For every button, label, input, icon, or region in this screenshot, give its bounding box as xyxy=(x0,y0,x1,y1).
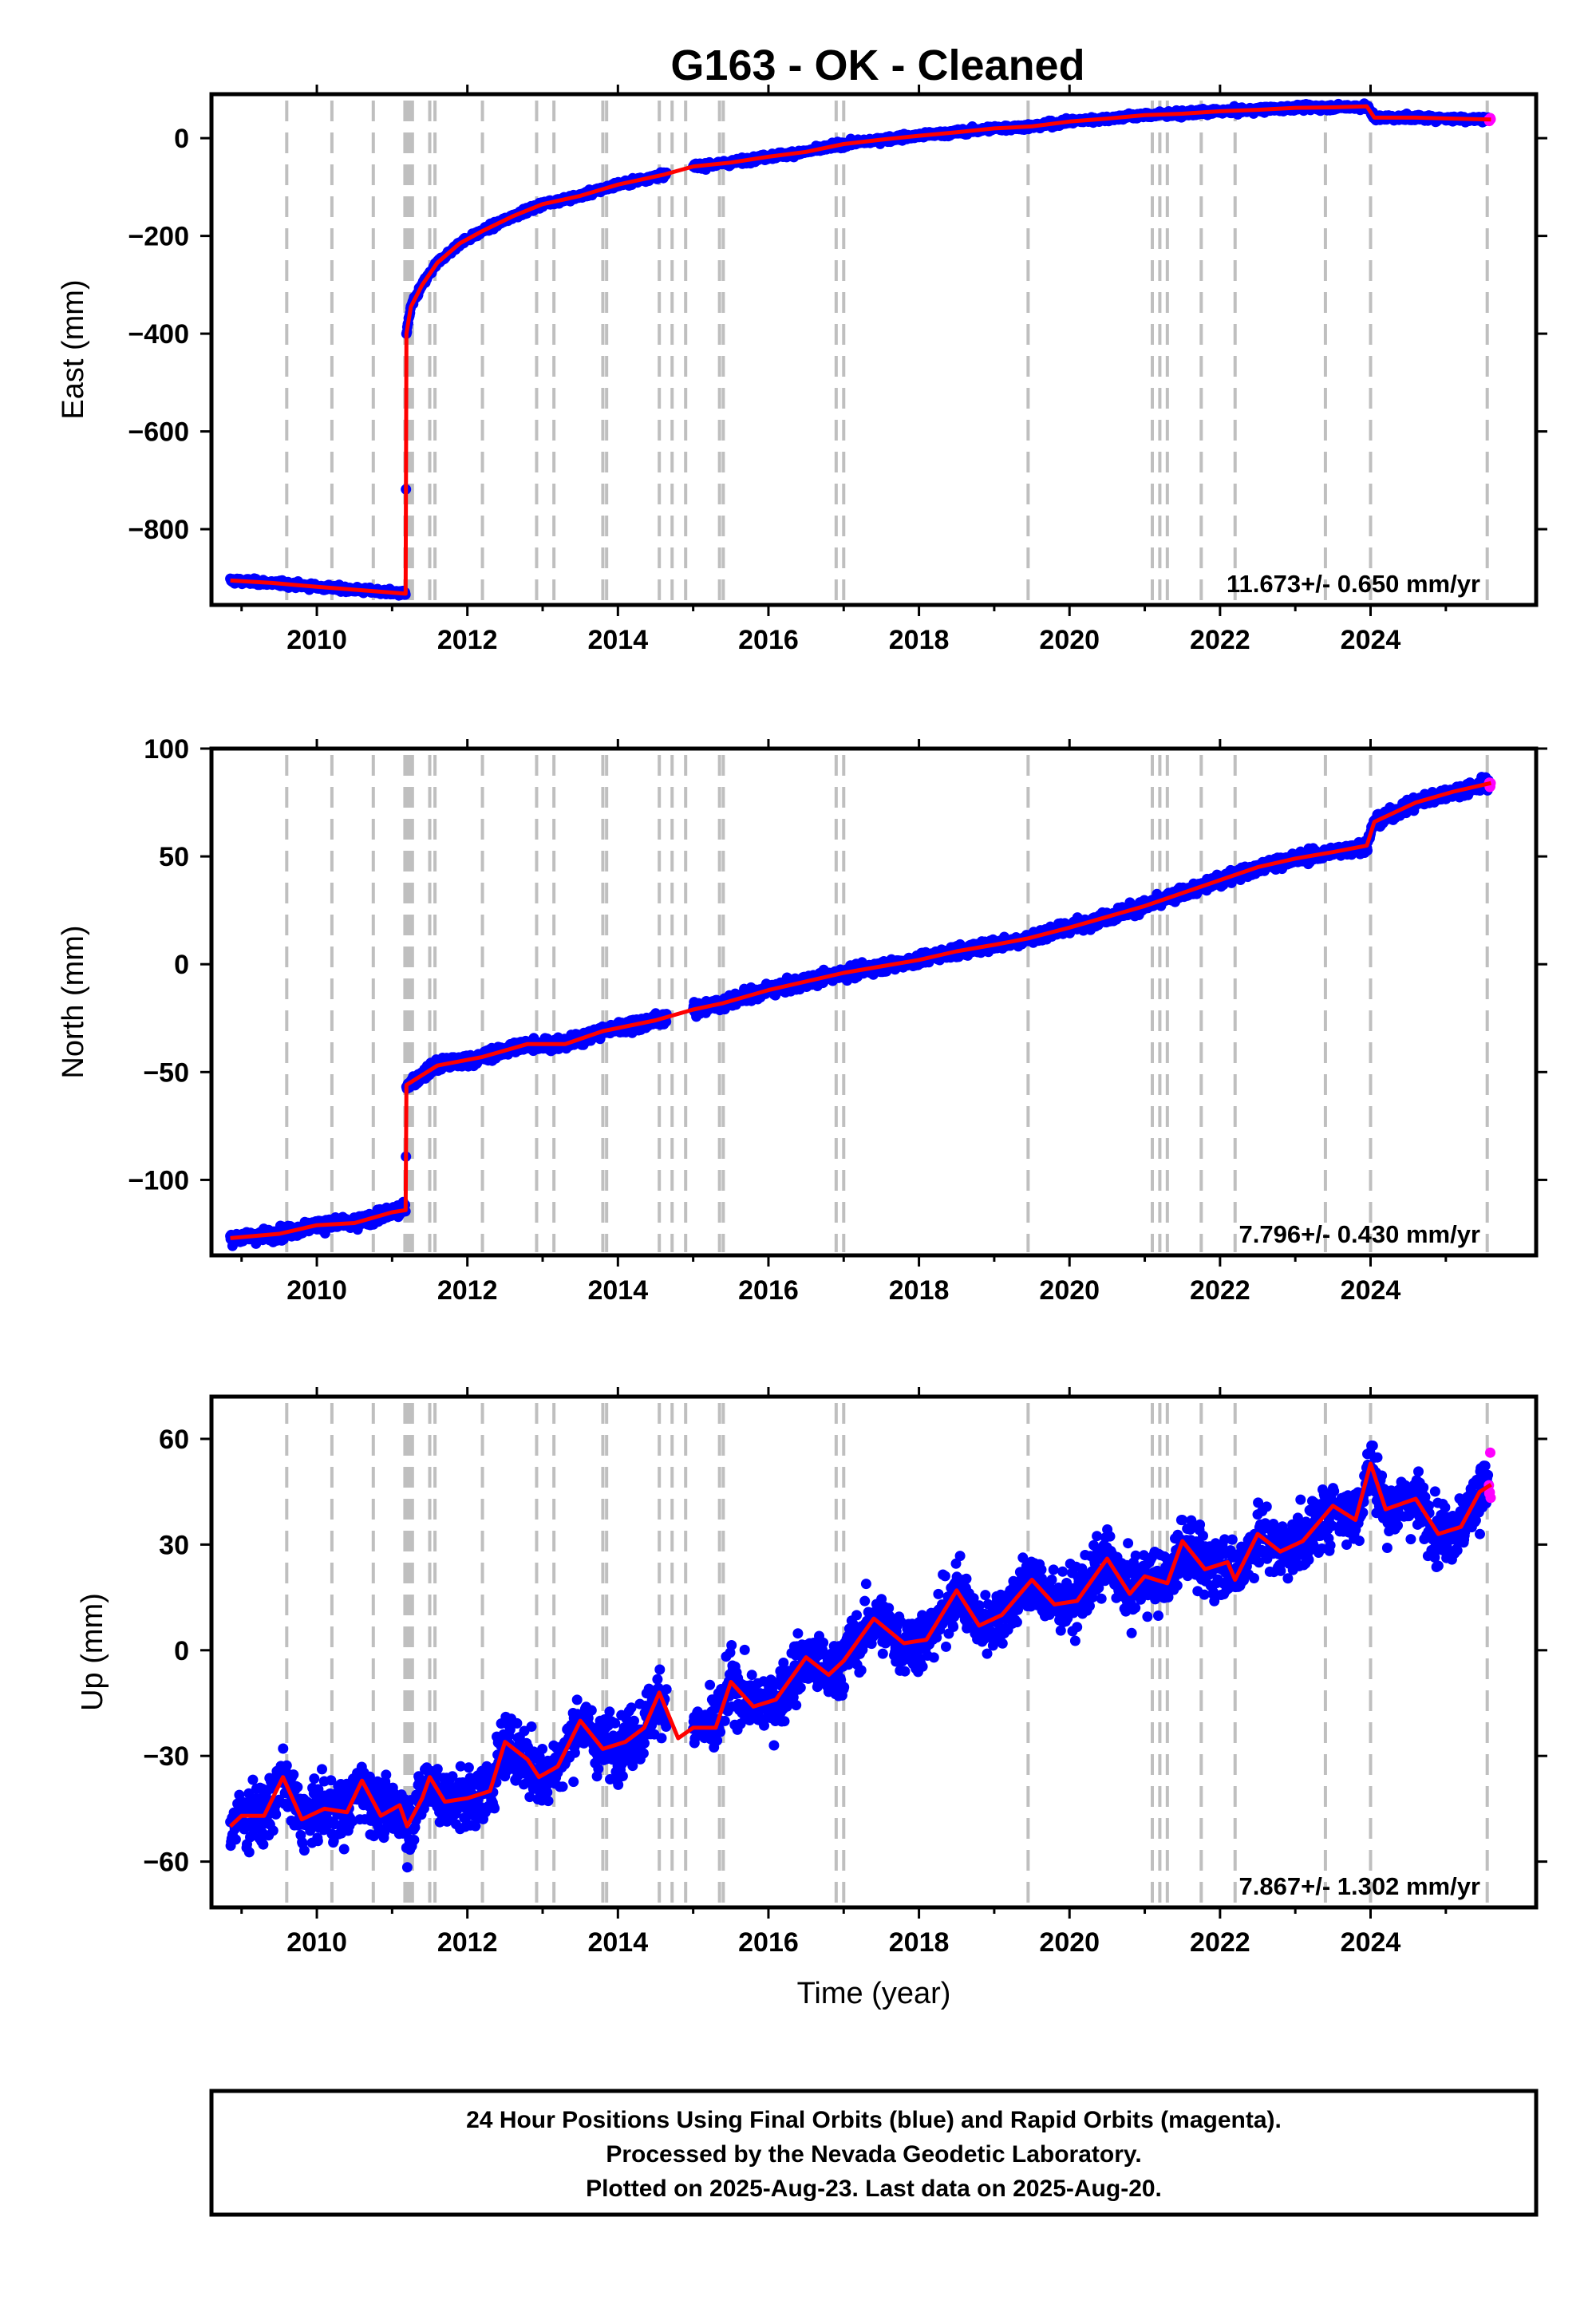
east-y-tick-label-4: −800 xyxy=(128,515,189,545)
east-x-tick-label-6: 2022 xyxy=(1190,625,1250,655)
east-x-tick-label-5: 2020 xyxy=(1039,625,1100,655)
east-y-tick-label-2: −400 xyxy=(128,319,189,350)
east-y-axis-label: East (mm) xyxy=(57,279,90,419)
east-panel: 2010 2012 2014 2016 2018 2020 2022 2024 0 −200 −40… xyxy=(57,85,1547,655)
plot-title: G163 - OK - Cleaned xyxy=(670,41,1084,89)
east-ticks: 2010 2012 2014 2016 2018 2020 2022 2024 0 −200 −40… xyxy=(128,85,1547,655)
east-event-lines xyxy=(285,101,1489,602)
east-model-path xyxy=(230,104,1491,596)
east-x-tick-label-1: 2012 xyxy=(437,625,498,655)
north-event-lines xyxy=(285,755,1489,1252)
east-x-tick-label-0: 2010 xyxy=(286,625,347,655)
north-data-points xyxy=(225,772,1496,1251)
north-panel: 2010 2012 2014 2016 2018 2020 2022 2024100500−5… xyxy=(57,734,1547,1306)
east-y-tick-label-1: −200 xyxy=(128,222,189,252)
east-y-tick-label-0: 0 xyxy=(174,124,189,154)
east-frame xyxy=(209,92,1539,607)
east-x-tick-label-4: 2018 xyxy=(889,625,950,655)
east-y-tick-label-3: −600 xyxy=(128,417,189,448)
east-x-tick-label-7: 2024 xyxy=(1341,625,1401,655)
east-x-tick-label-3: 2016 xyxy=(738,625,799,655)
east-x-tick-label-2: 2014 xyxy=(587,625,648,655)
east-data-points xyxy=(225,98,1496,601)
east-rate-text: 11.673+/- 0.650 mm/yr xyxy=(1227,570,1480,598)
east-model-line xyxy=(230,104,1491,596)
